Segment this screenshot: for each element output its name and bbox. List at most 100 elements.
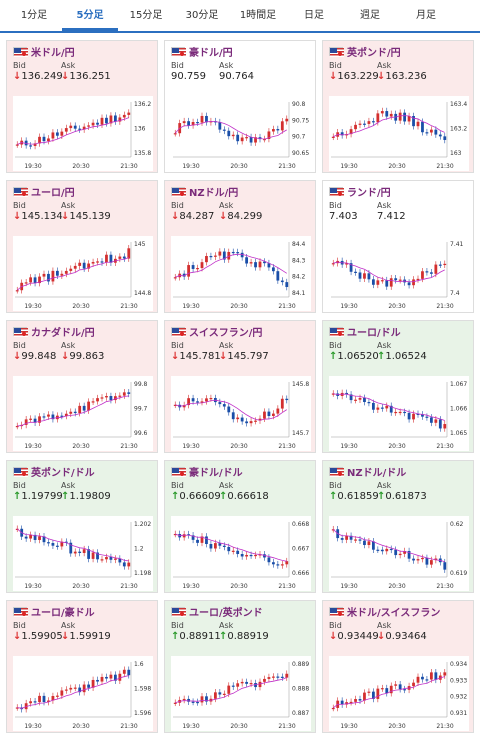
rate-card[interactable]: 豪ドル/ドル Bid Ask ↑0.66609 ↑0.66618 0.668 0.… [164,460,316,593]
candle [127,562,131,567]
tab-1[interactable]: 5分足 [62,0,118,31]
moving-average-line [333,261,445,283]
rate-card[interactable]: ユーロ/ドル Bid Ask ↑1.06520 ↑1.06524 1.067 1.… [322,320,474,453]
tab-6[interactable]: 週足 [360,10,380,21]
tab-5[interactable]: 日足 [304,10,324,21]
pair-name[interactable]: スイスフラン/円 [189,327,263,339]
pair-name[interactable]: ユーロ/豪ドル [31,607,95,619]
candle [371,541,375,550]
mini-chart[interactable]: 136.2 136 135.8 19:30 20:30 21:30 [13,96,153,171]
pair-name[interactable]: 英ポンド/ドル [31,467,95,479]
mini-chart[interactable]: 99.8 99.7 99.6 19:30 20:30 21:30 [13,376,153,451]
ask-value: 163.236 [385,71,427,82]
bid-value: 0.93449 [337,631,379,642]
candle [73,551,77,554]
pair-name[interactable]: ユーロ/英ポンド [189,607,263,619]
candle [69,411,73,414]
rate-card[interactable]: 英ポンド/円 Bid Ask ↓163.229 ↓163.236 163.4 16… [322,40,474,173]
y-tick-label: 84.3 [292,257,306,264]
y-tick-label: 0.62 [450,521,464,528]
rate-card[interactable]: ユーロ/英ポンド Bid Ask ↑0.88911 ↑0.88919 0.889… [164,600,316,733]
rate-card[interactable]: カナダドル/円 Bid Ask ↓99.848 ↓99.863 99.8 99.7… [6,320,158,453]
rate-card[interactable]: NZドル/ドル Bid Ask ↑0.61859 ↑0.61873 0.62 0.… [322,460,474,593]
candle [271,676,275,678]
candle [376,113,380,123]
rate-card[interactable]: NZドル/円 Bid Ask ↓84.287 ↓84.299 84.4 84.3 8… [164,180,316,313]
candle [276,271,280,281]
mini-chart[interactable]: 0.889 0.888 0.887 19:30 20:30 21:30 [171,656,311,731]
mini-chart[interactable]: 1.6 1.598 1.596 19:30 20:30 21:30 [13,656,153,731]
candle [15,144,19,146]
candle [398,553,402,556]
candle [82,684,86,693]
tab-4[interactable]: 1時間足 [239,10,277,21]
candle [367,691,371,693]
ask-label: Ask [219,61,234,70]
pair-name[interactable]: ユーロ/ドル [347,327,401,339]
candle [24,419,28,425]
rate-card[interactable]: スイスフラン/円 Bid Ask ↓145.781 ↓145.797 145.8… [164,320,316,453]
rate-card[interactable]: 米ドル/スイスフラン Bid Ask ↓0.93449 ↓0.93464 0.9… [322,600,474,733]
x-tick-label: 20:30 [230,583,247,590]
rate-card[interactable]: ユーロ/豪ドル Bid Ask ↓1.59905 ↓1.59919 1.6 1.5… [6,600,158,733]
candle [240,252,244,258]
pair-name[interactable]: NZドル/ドル [347,467,407,479]
mini-chart[interactable]: 145.8 145.7 19:30 20:30 21:30 [171,376,311,451]
rate-card[interactable]: 米ドル/円 Bid Ask ↓136.249 ↓136.251 136.2 136… [6,40,158,173]
price-values: ↓1.59905 ↓1.59919 [13,631,151,642]
pair-name[interactable]: ランド/円 [347,187,391,199]
price-labels: Bid Ask [329,61,467,70]
candle [263,261,266,264]
candle [271,129,275,132]
candle [443,672,447,676]
pair-name[interactable]: 米ドル/スイスフラン [347,607,441,619]
candle [47,700,50,703]
mini-chart[interactable]: 145 144.8 19:30 20:30 21:30 [13,236,153,311]
bid-label: Bid [171,61,184,70]
rate-card[interactable]: 英ポンド/ドル Bid Ask ↑1.19799 ↑1.19809 1.202 1… [6,460,158,593]
tab-7[interactable]: 月足 [416,10,436,21]
tab-2[interactable]: 15分足 [129,10,163,21]
candle [249,262,253,264]
mini-chart[interactable]: 1.067 1.066 1.065 19:30 20:30 21:30 [329,376,469,451]
pair-name[interactable]: NZドル/円 [189,187,239,199]
rate-card[interactable]: ユーロ/円 Bid Ask ↓145.134 ↓145.139 145 144.8… [6,180,158,313]
candle [416,413,420,415]
pair-name[interactable]: 豪ドル/円 [189,47,233,59]
rate-card[interactable]: ランド/円 Bid Ask 7.403 7.412 7.41 7.4 19:30 20… [322,180,474,313]
mini-chart[interactable]: 84.4 84.3 84.2 84.1 19:30 20:30 21:30 [171,236,311,311]
y-tick-label: 1.067 [450,381,467,388]
mini-chart[interactable]: 0.934 0.933 0.932 0.931 19:30 20:30 21:30 [329,656,469,731]
pair-name[interactable]: カナダドル/円 [31,327,95,339]
mini-chart[interactable]: 90.8 90.75 90.7 90.65 19:30 20:30 21:30 [171,96,311,171]
mini-chart[interactable]: 0.668 0.667 0.666 19:30 20:30 21:30 [171,516,311,591]
pair-name[interactable]: 豪ドル/ドル [189,467,243,479]
candle [280,398,284,409]
moving-average-line [16,257,129,291]
candle [421,121,424,133]
rate-card[interactable]: 豪ドル/円 Bid Ask 90.759 90.764 90.8 90.75 90.… [164,40,316,173]
y-tick-label: 0.934 [450,661,467,668]
mini-chart[interactable]: 163.4 163.2 163 19:30 20:30 21:30 [329,96,469,171]
mini-chart[interactable]: 0.62 0.619 19:30 20:30 21:30 [329,516,469,591]
mini-chart[interactable]: 7.41 7.4 19:30 20:30 21:30 [329,236,469,311]
bid-value: 1.19799 [21,491,63,502]
candle [24,140,28,146]
down-arrow-icon: ↓ [61,71,70,82]
mini-chart[interactable]: 1.202 1.2 1.198 19:30 20:30 21:30 [13,516,153,591]
candle [96,261,99,263]
pair-name[interactable]: 英ポンド/円 [347,47,401,59]
pair-name[interactable]: ユーロ/円 [31,187,75,199]
pair-name[interactable]: 米ドル/円 [31,47,75,59]
tab-0[interactable]: 1分足 [20,10,48,21]
moving-average-line [175,533,287,562]
candle [371,402,375,410]
timeframe-tabs: 1分足 5分足 15分足 30分足 1時間足 日足 週足 月足 [0,0,480,33]
candle [389,405,393,413]
ask-value: 0.61873 [385,491,427,502]
candle [434,129,438,135]
tab-3[interactable]: 30分足 [185,10,219,21]
card-header: 米ドル/スイスフラン [329,604,467,619]
candle [407,282,411,286]
price-labels: Bid Ask [13,341,151,350]
